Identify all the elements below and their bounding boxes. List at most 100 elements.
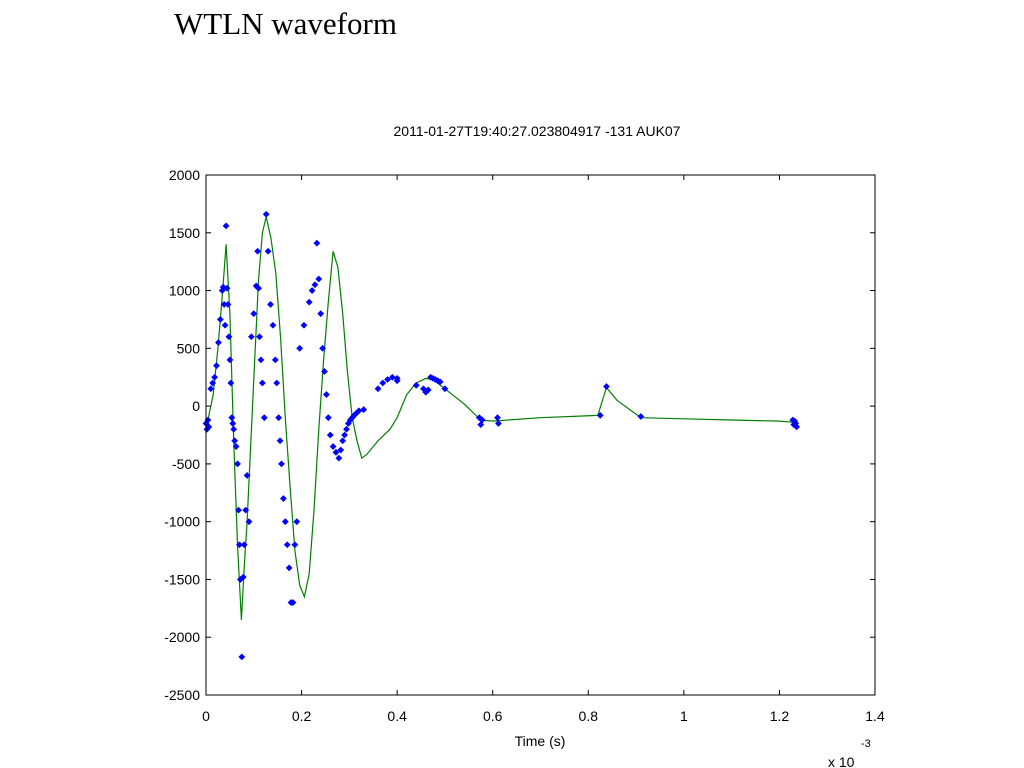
data-point [228,414,236,422]
data-point [262,210,270,218]
data-point [238,653,246,661]
slide-title: WTLN waveform [174,6,397,41]
data-point [205,423,213,431]
data-point [234,460,241,468]
data-point [323,391,330,398]
data-point [230,425,238,433]
y-tick-label: 1000 [169,283,200,299]
data-point [273,379,281,387]
data-point [441,385,449,393]
data-point [293,518,301,526]
data-point [317,310,325,318]
y-tick-label: -1000 [164,514,200,530]
data-point [204,416,212,424]
data-point [603,383,610,390]
x-axis-label: Time (s) [515,733,566,749]
data-point [276,437,284,445]
data-point [384,376,391,383]
y-axis: 2000 1500 1000 500 0 -500 -1000 -1500 -2000 -2500 [164,167,875,703]
data-point [313,239,321,247]
data-point [229,420,237,427]
data-point [239,573,247,581]
data-point [637,413,645,420]
y-tick-label: -500 [172,456,200,472]
data-point [250,310,258,318]
data-point [283,541,291,549]
data-point [315,275,323,283]
x-tick-label: 0.6 [483,708,503,724]
data-point [379,379,387,387]
data-point [311,281,319,289]
data-point [329,443,337,450]
data-point [213,362,220,370]
data-point [264,247,272,255]
data-point [339,437,347,445]
data-point [305,298,313,306]
data-point [207,385,215,393]
x-tick-label: 1 [680,708,688,724]
x-tick-label: 0.2 [292,708,312,724]
y-tick-label: -2500 [164,687,200,703]
data-point [291,541,299,549]
data-point [211,373,219,381]
data-point [256,333,263,341]
data-point [258,379,266,387]
data-point [215,339,222,346]
data-point [321,368,328,375]
y-tick-label: -1500 [164,571,200,587]
series-line [205,216,794,620]
data-point [255,284,262,292]
x-tick-label: 1.2 [770,708,790,724]
data-point [326,431,334,439]
data-point [388,373,396,381]
data-point [278,460,285,468]
data-point [224,301,232,308]
data-point [242,506,250,514]
data-point [296,344,304,352]
data-point [254,247,262,255]
data-point [235,506,242,514]
data-point [267,301,274,308]
y-tick-label: 500 [177,340,201,356]
x-axis-exponent-label: x 10 [828,754,855,768]
data-point [245,518,253,526]
data-point [308,287,316,294]
data-point [269,321,277,329]
data-point [424,386,432,394]
data-point [360,406,368,413]
plot-series [205,216,794,620]
data-point [216,316,224,323]
data-point [227,379,235,387]
data-point [374,385,382,393]
data-point [332,448,340,456]
data-point [345,420,352,427]
data-point [337,446,345,454]
data-point [281,518,289,526]
data-point [355,407,363,415]
data-point [300,321,308,329]
x-axis: 0 0.2 0.4 0.6 0.8 1 1.2 1.4 [202,175,885,724]
x-tick-label: 0 [202,708,210,724]
data-point [275,414,283,422]
data-point [222,222,230,230]
data-point [335,454,343,462]
data-point [209,379,217,387]
data-point [319,344,326,352]
data-point [420,385,427,393]
data-point [475,414,483,422]
chart-title: 2011-01-27T19:40:27.023804917 -131 AUK07 [394,123,681,139]
x-tick-label: 1.4 [865,708,885,724]
data-point [225,333,233,341]
x-axis-exponent-power: -3 [861,738,871,750]
data-point [289,599,297,606]
data-point [393,377,401,385]
data-point [324,414,332,422]
data-point [243,472,251,479]
data-point [220,301,228,308]
y-tick-label: 0 [192,398,200,414]
x-tick-label: 0.8 [579,708,599,724]
plot-frame [205,174,876,696]
data-point [247,333,255,341]
data-point [436,378,444,386]
